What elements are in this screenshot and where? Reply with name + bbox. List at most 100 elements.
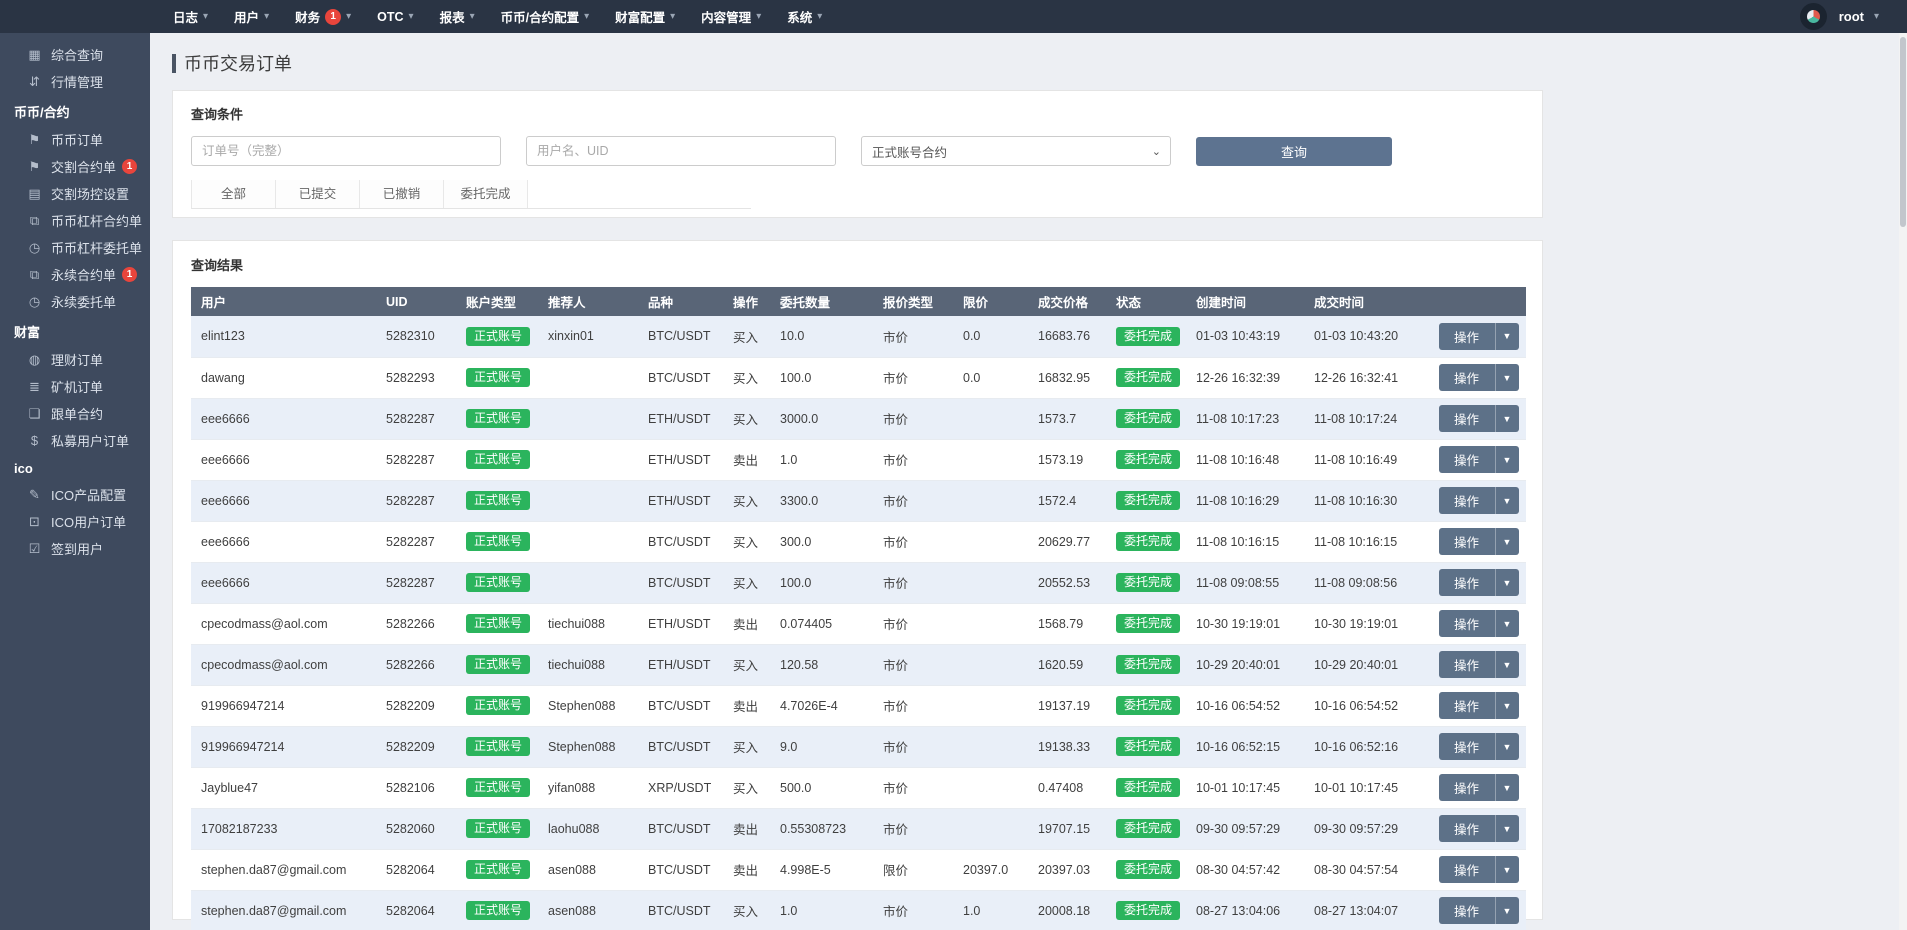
action-split-button[interactable]: 操作 ▼ xyxy=(1438,897,1519,924)
chevron-down-icon[interactable]: ▼ xyxy=(1495,322,1519,350)
sidebar-item-币币杠杆委托单[interactable]: ◷ 币币杠杆委托单 xyxy=(0,234,150,261)
chevron-down-icon[interactable]: ▼ xyxy=(1495,733,1519,760)
top-menu-日志[interactable]: 日志 ▾ xyxy=(160,0,221,33)
action-split-button[interactable]: 操作 ▼ xyxy=(1438,856,1519,883)
chevron-down-icon[interactable]: ▼ xyxy=(1495,528,1519,555)
chevron-down-icon[interactable]: ▼ xyxy=(1495,446,1519,473)
chevron-down-icon[interactable]: ▼ xyxy=(1495,487,1519,514)
action-split-button[interactable]: 操作 ▼ xyxy=(1438,569,1519,596)
action-split-button[interactable]: 操作 ▼ xyxy=(1438,815,1519,842)
chevron-down-icon[interactable]: ▼ xyxy=(1495,815,1519,842)
action-button[interactable]: 操作 xyxy=(1438,897,1496,924)
action-split-button[interactable]: 操作 ▼ xyxy=(1438,487,1519,514)
action-button[interactable]: 操作 xyxy=(1438,487,1496,514)
tab-委托完成[interactable]: 委托完成 xyxy=(444,180,528,208)
tab-已提交[interactable]: 已提交 xyxy=(276,180,360,208)
action-button[interactable]: 操作 xyxy=(1438,733,1496,760)
cell-deal-price: 19137.19 xyxy=(1028,685,1106,727)
action-button[interactable]: 操作 xyxy=(1438,446,1496,473)
top-menu-用户[interactable]: 用户 ▾ xyxy=(221,0,282,33)
action-split-button[interactable]: 操作 ▼ xyxy=(1438,405,1519,432)
sidebar-item-永续委托单[interactable]: ◷ 永续委托单 xyxy=(0,288,150,315)
cell-amount: 1.0 xyxy=(770,890,873,930)
action-button[interactable]: 操作 xyxy=(1438,692,1496,719)
order-id-input[interactable] xyxy=(191,136,501,166)
top-menu-币币/合约配置[interactable]: 币币/合约配置 ▾ xyxy=(488,0,603,33)
tab-已撤销[interactable]: 已撤销 xyxy=(360,180,444,208)
top-menu-label: OTC xyxy=(377,9,404,24)
action-split-button[interactable]: 操作 ▼ xyxy=(1438,364,1519,391)
avatar[interactable] xyxy=(1799,3,1827,30)
chevron-down-icon[interactable]: ▼ xyxy=(1495,405,1519,432)
chevron-down-icon[interactable]: ▼ xyxy=(1495,897,1519,924)
sidebar-item-私募用户订单[interactable]: $ 私募用户订单 xyxy=(0,427,150,454)
sidebar-item-交割合约单[interactable]: ⚑ 交割合约单 1 xyxy=(0,153,150,180)
chevron-down-icon[interactable]: ▼ xyxy=(1495,856,1519,883)
user-search-input[interactable] xyxy=(526,136,836,166)
sidebar-item-跟单合约[interactable]: ❏ 跟单合约 xyxy=(0,400,150,427)
sidebar-item-矿机订单[interactable]: ≣ 矿机订单 xyxy=(0,373,150,400)
cell-price-type: 市价 xyxy=(873,480,953,522)
action-button[interactable]: 操作 xyxy=(1438,815,1496,842)
action-button[interactable]: 操作 xyxy=(1438,322,1496,350)
action-button[interactable]: 操作 xyxy=(1438,610,1496,637)
cell-dealt-time: 10-16 06:52:16 xyxy=(1304,726,1421,768)
sidebar-item-ICO用户订单[interactable]: ⊡ ICO用户订单 xyxy=(0,508,150,535)
sidebar-item-行情管理[interactable]: ⇵ 行情管理 xyxy=(0,68,150,95)
action-button[interactable]: 操作 xyxy=(1438,774,1496,801)
chevron-down-icon[interactable]: ▼ xyxy=(1495,569,1519,596)
sidebar-item-综合查询[interactable]: ▦ 综合查询 xyxy=(0,41,150,68)
chevron-down-icon[interactable]: ▼ xyxy=(1495,651,1519,678)
sidebar-item-ICO产品配置[interactable]: ✎ ICO产品配置 xyxy=(0,481,150,508)
tab-全部[interactable]: 全部 xyxy=(192,180,276,208)
sidebar-item-币币订单[interactable]: ⚑ 币币订单 xyxy=(0,126,150,153)
user-menu[interactable]: root ▾ xyxy=(1839,9,1879,24)
status-badge: 委托完成 xyxy=(1116,777,1181,798)
action-button[interactable]: 操作 xyxy=(1438,405,1496,432)
sidebar-item-币币杠杆合约单[interactable]: ⧉ 币币杠杆合约单 xyxy=(0,207,150,234)
cell-user: eee6666 xyxy=(191,439,376,481)
action-button[interactable]: 操作 xyxy=(1438,364,1496,391)
sidebar-item-label: 跟单合约 xyxy=(51,407,104,422)
top-menu-内容管理[interactable]: 内容管理 ▾ xyxy=(688,0,774,33)
sidebar-section-ico: ico xyxy=(14,461,33,476)
sidebar-item-理财订单[interactable]: ◍ 理财订单 xyxy=(0,346,150,373)
action-button[interactable]: 操作 xyxy=(1438,569,1496,596)
search-button[interactable]: 查询 xyxy=(1196,136,1392,166)
chevron-down-icon[interactable]: ▼ xyxy=(1495,692,1519,719)
column-header-状态: 状态 xyxy=(1106,287,1186,316)
top-menu-财富配置[interactable]: 财富配置 ▾ xyxy=(602,0,688,33)
action-split-button[interactable]: 操作 ▼ xyxy=(1438,610,1519,637)
action-button[interactable]: 操作 xyxy=(1438,856,1496,883)
top-menu-系统[interactable]: 系统 ▾ xyxy=(774,0,835,33)
account-type-select[interactable]: 正式账号合约 ⌄ xyxy=(861,136,1171,166)
action-split-button[interactable]: 操作 ▼ xyxy=(1438,692,1519,719)
sidebar-item-签到用户[interactable]: ☑ 签到用户 xyxy=(0,535,150,562)
action-split-button[interactable]: 操作 ▼ xyxy=(1438,322,1519,350)
cell-uid: 5282209 xyxy=(376,685,456,727)
action-button[interactable]: 操作 xyxy=(1438,528,1496,555)
chevron-down-icon: ▾ xyxy=(469,11,475,22)
account-type-badge: 正式账号 xyxy=(466,613,531,634)
chevron-down-icon[interactable]: ▼ xyxy=(1495,364,1519,391)
action-split-button[interactable]: 操作 ▼ xyxy=(1438,528,1519,555)
account-type-badge: 正式账号 xyxy=(466,408,531,429)
action-split-button[interactable]: 操作 ▼ xyxy=(1438,446,1519,473)
action-button[interactable]: 操作 xyxy=(1438,651,1496,678)
scrollbar-thumb[interactable] xyxy=(1900,37,1906,227)
cell-account-type: 正式账号 xyxy=(456,808,538,850)
account-type-badge: 正式账号 xyxy=(466,449,531,470)
sidebar-item-永续合约单[interactable]: ⧉ 永续合约单 1 xyxy=(0,261,150,288)
chevron-down-icon[interactable]: ▼ xyxy=(1495,610,1519,637)
action-split-button[interactable]: 操作 ▼ xyxy=(1438,774,1519,801)
vertical-scrollbar[interactable] xyxy=(1899,33,1907,930)
top-menu-OTC[interactable]: OTC ▾ xyxy=(364,0,426,33)
top-menu-财务[interactable]: 财务 1 ▾ xyxy=(282,0,364,33)
sidebar-item-交割场控设置[interactable]: ▤ 交割场控设置 xyxy=(0,180,150,207)
cell-actions: 操作 ▼ xyxy=(1421,357,1526,399)
action-split-button[interactable]: 操作 ▼ xyxy=(1438,651,1519,678)
cell-limit-price xyxy=(953,398,1028,440)
top-menu-报表[interactable]: 报表 ▾ xyxy=(427,0,488,33)
chevron-down-icon[interactable]: ▼ xyxy=(1495,774,1519,801)
action-split-button[interactable]: 操作 ▼ xyxy=(1438,733,1519,760)
